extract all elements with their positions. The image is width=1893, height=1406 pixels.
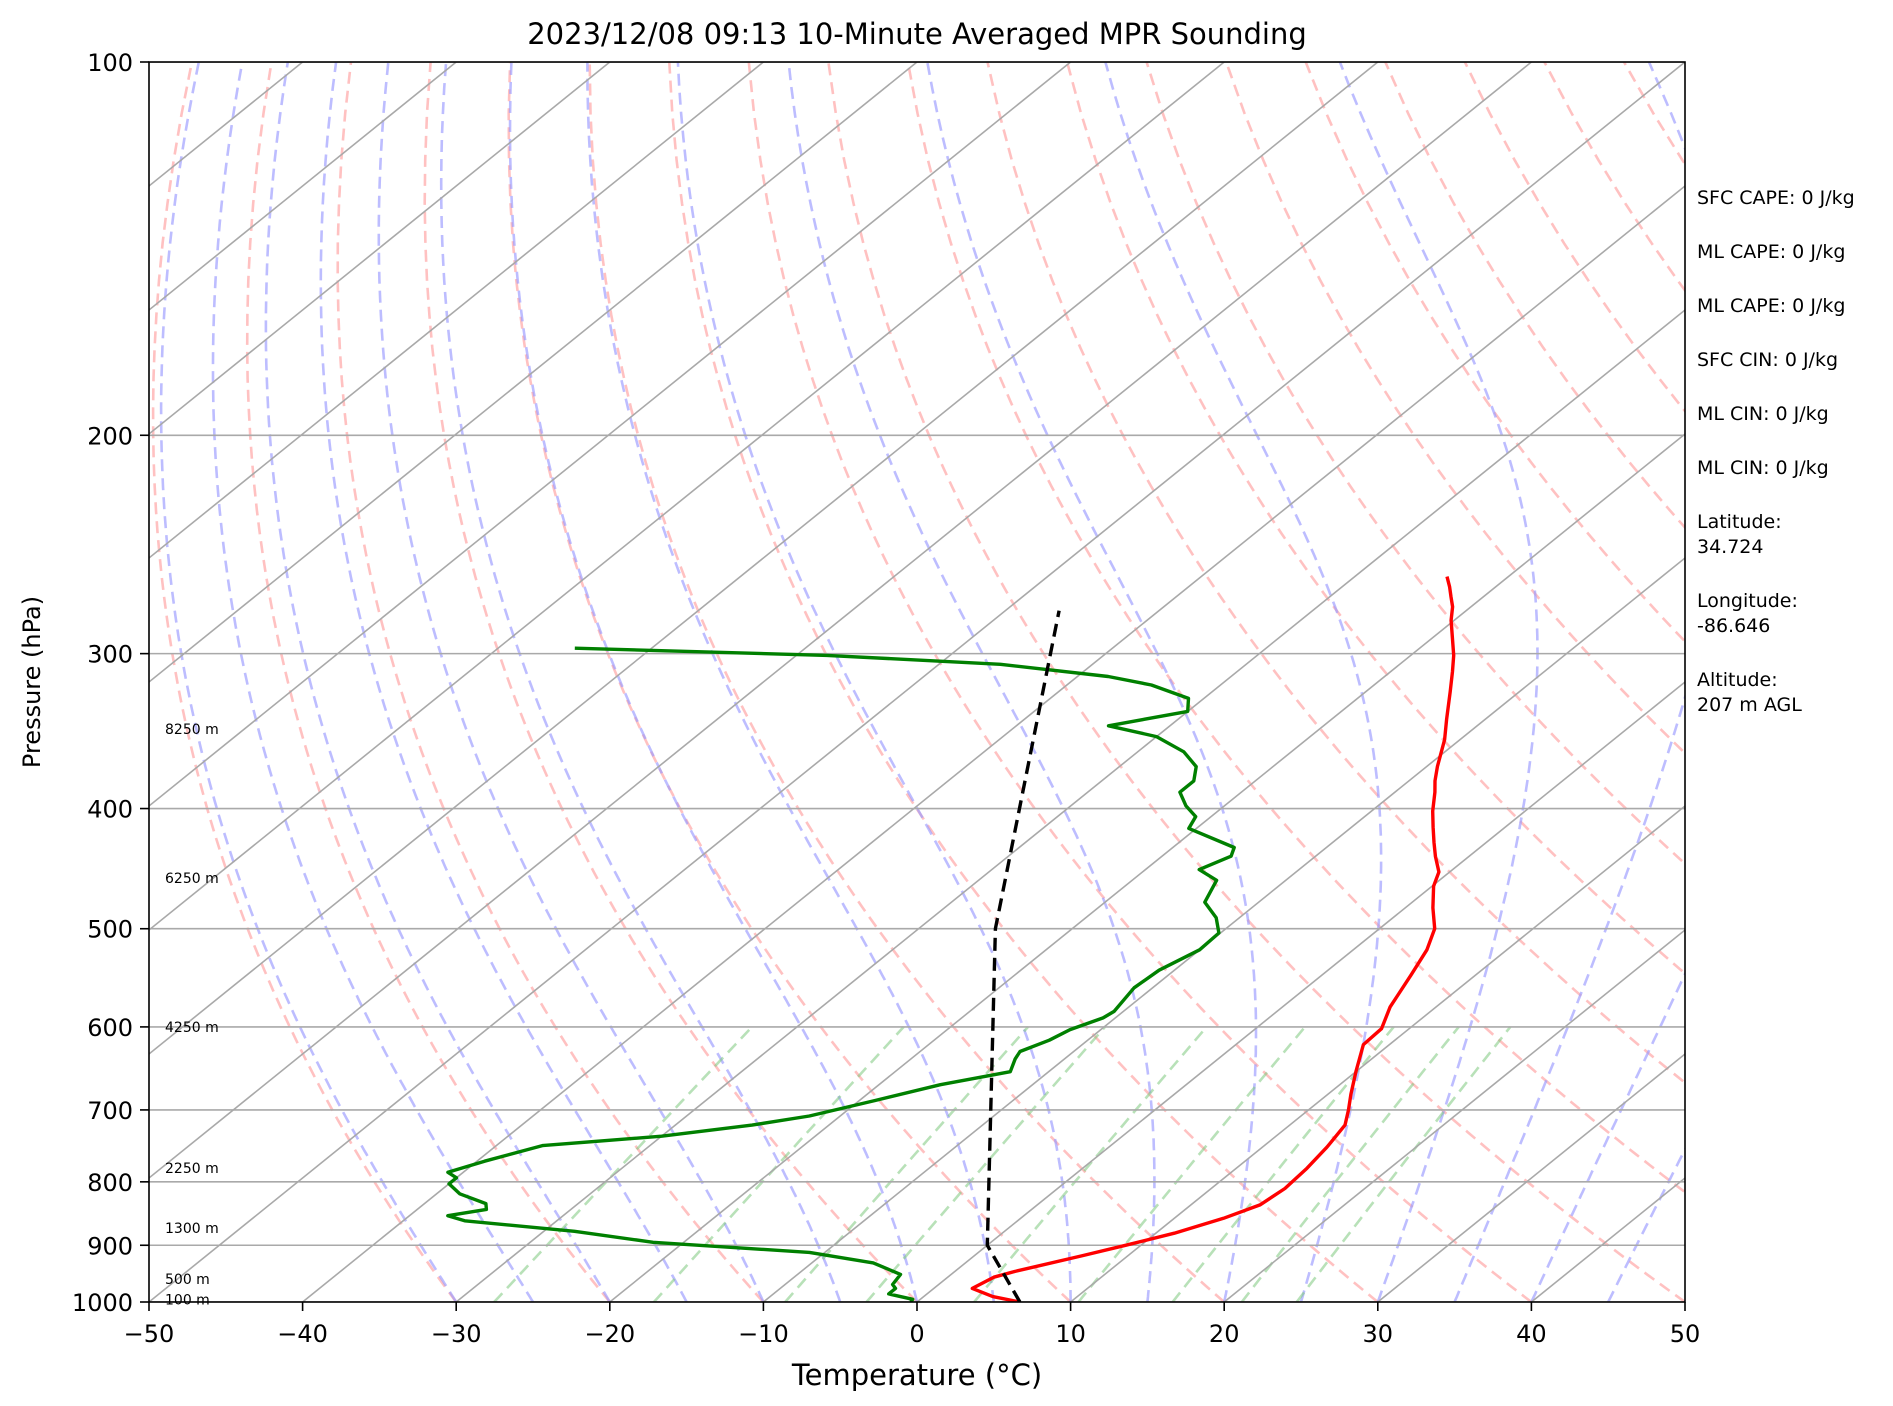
sfc-cin-text: SFC CIN: 0 J/kg [1697,349,1839,371]
y-tick-label: 200 [87,422,133,450]
isotherm-line [455,308,1685,1302]
x-tick-label: 30 [1363,1320,1394,1348]
x-tick-label: 50 [1670,1320,1701,1348]
plot-area [149,62,1685,1302]
chart-title: 2023/12/08 09:13 10-Minute Averaged MPR … [527,17,1307,51]
moist-adiabat [1530,970,1685,1302]
y-tick-label: 500 [87,916,133,944]
y-tick-label: 600 [87,1014,133,1042]
x-tick-label: 10 [1055,1320,1086,1348]
dry-adiabat [986,62,1685,1085]
isotherm-line [609,432,1685,1302]
moist-adiabat [159,62,458,1302]
mixing-ratio-line [493,1026,753,1302]
x-tick-label: −50 [124,1320,175,1348]
height-labels: 8250 m 6250 m 4250 m 2250 m 1300 m 500 m 100 m [165,722,219,1308]
moist-adiabat [508,62,919,1302]
isotherm-line [149,62,764,560]
moist-adiabat [1338,62,1539,1302]
moist-adiabat [926,62,1258,1302]
height-label: 8250 m [165,722,219,738]
y-axis-ticks: 100 200 300 400 500 600 700 800 900 1000 [72,49,149,1317]
latitude-text: Latitude: 34.724 [1697,511,1782,558]
y-axis-label: Pressure (hPa) [18,596,46,768]
y-tick-label: 400 [87,796,133,824]
moist-adiabat [787,62,1156,1302]
moist-adiabat [211,62,535,1302]
isotherm-line [149,62,611,436]
isotherm-line [149,62,1685,1302]
dry-adiabat [423,62,918,1302]
y-tick-label: 300 [87,641,133,669]
isotherm-line [1070,804,1685,1302]
moist-adiabat [439,62,842,1302]
dry-adiabat [747,62,1533,1302]
dry-adiabat [668,62,1379,1302]
longitude-text: Longitude: -86.646 [1697,590,1798,637]
isotherm-line [149,62,457,312]
y-tick-label: 1000 [72,1289,133,1317]
height-label: 6250 m [165,871,219,887]
mixing-ratio-line [1295,1026,1512,1302]
dry-adiabat [827,62,1685,1302]
moist-adiabat [586,62,996,1302]
dewpoint-line [446,646,1236,1302]
dry-adiabat [507,62,1072,1302]
moist-adiabat [319,62,688,1302]
isotherm-line [149,62,1225,932]
dry-adiabat [1304,62,1685,644]
isotherm-line [1377,1052,1685,1302]
dry-adiabat [151,62,458,1302]
isotherm-line [302,184,1685,1302]
moist-adiabat [377,62,765,1302]
altitude-text: Altitude: 207 m AGL [1697,669,1802,716]
height-label: 1300 m [165,1221,219,1237]
dry-adiabat [588,62,1226,1302]
temperature-line [970,576,1456,1302]
x-tick-label: −40 [277,1320,328,1348]
isotherm-line [149,62,1072,808]
dry-adiabat [906,62,1685,1194]
x-tick-label: 40 [1516,1320,1547,1348]
ml-cin-text: ML CIN: 0 J/kg [1697,403,1829,425]
x-tick-label: −10 [738,1320,789,1348]
x-tick-label: −30 [431,1320,482,1348]
height-label: 2250 m [165,1161,219,1177]
y-tick-label: 900 [87,1232,133,1260]
parcel-line [985,610,1061,1302]
isotherm-line [762,556,1685,1302]
y-tick-label: 700 [87,1097,133,1125]
sfc-cape-text: SFC CAPE: 0 J/kg [1697,187,1855,209]
x-tick-label: 0 [909,1320,924,1348]
y-tick-label: 800 [87,1169,133,1197]
ml-cape-text: ML CAPE: 0 J/kg [1697,241,1846,263]
mixing-ratio-line [1077,1026,1306,1302]
x-axis-ticks: −50 −40 −30 −20 −10 0 10 20 30 40 50 [124,1302,1701,1348]
x-tick-label: −20 [584,1320,635,1348]
mixing-ratio-line [973,1026,1208,1302]
y-tick-label: 100 [87,49,133,77]
moist-adiabat [264,62,611,1302]
sounding-info-panel: SFC CAPE: 0 J/kg ML CAPE: 0 J/kg ML CAPE… [1697,186,1887,747]
height-label: 500 m [165,1272,210,1288]
height-label: 100 m [165,1292,210,1308]
isotherm-line [1223,928,1685,1302]
moist-adiabat [1453,62,1685,1302]
dry-adiabat [245,62,611,1302]
isotherm-line [149,62,918,684]
dry-adiabat [336,62,765,1302]
height-label: 4250 m [165,1020,219,1036]
moist-adiabat [1104,62,1383,1302]
x-tick-label: 20 [1209,1320,1240,1348]
x-axis-label: Temperature (°C) [791,1358,1042,1392]
isotherm-line [149,62,1532,1180]
ml-cape-text-2: ML CAPE: 0 J/kg [1697,295,1846,317]
moist-adiabat [676,62,1072,1302]
isotherm-line [149,62,1379,1056]
ml-cin-text-2: ML CIN: 0 J/kg [1697,457,1829,479]
isotherm-line [916,680,1685,1302]
moist-adiabat [1607,1146,1685,1302]
